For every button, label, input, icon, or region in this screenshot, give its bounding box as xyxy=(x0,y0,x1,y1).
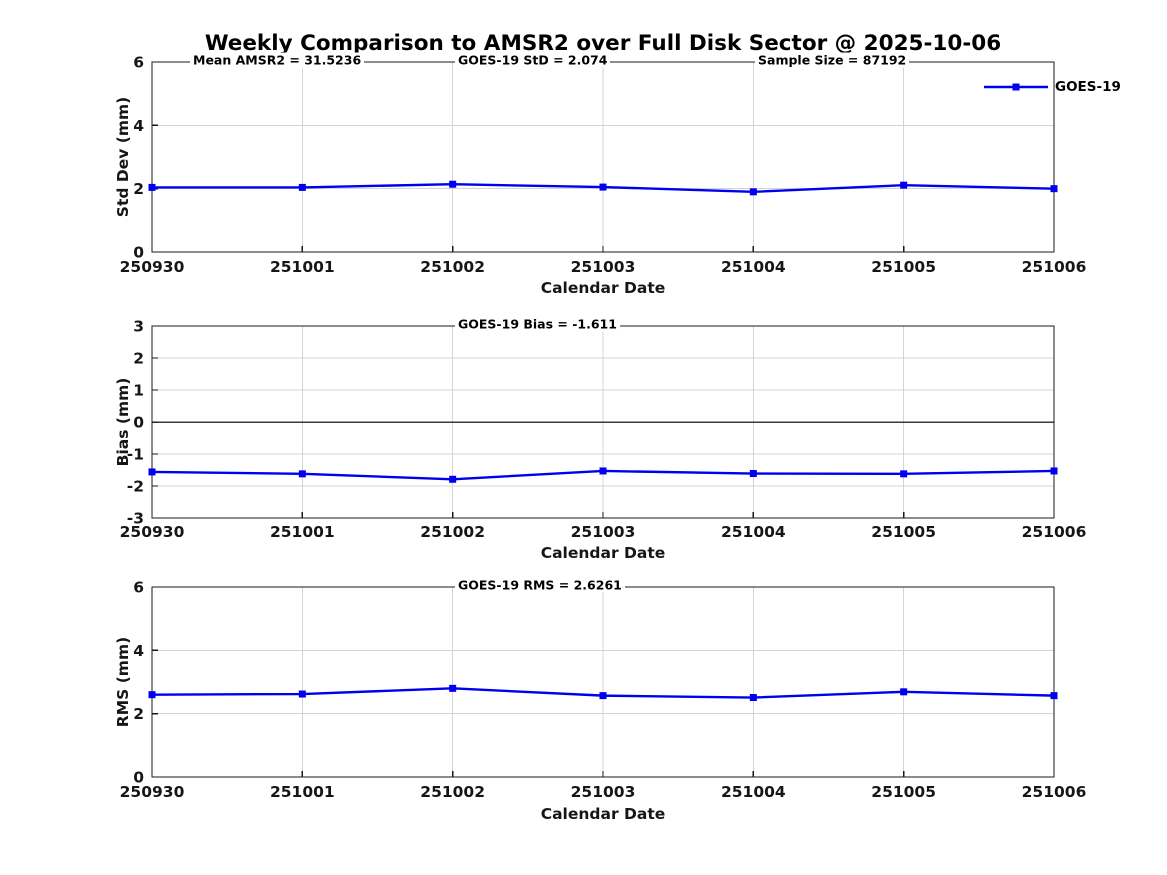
legend-marker xyxy=(1012,83,1020,91)
y-tick-label: 0 xyxy=(133,414,144,432)
y-tick-label: 0 xyxy=(133,769,144,787)
ylabel-std-dev: Std Dev (mm) xyxy=(114,96,132,218)
x-tick-label: 251003 xyxy=(571,523,636,541)
data-point-marker xyxy=(298,470,306,478)
data-point-marker xyxy=(1050,467,1058,475)
data-point-marker xyxy=(148,691,156,699)
panel-std-dev-annotation-0: Mean AMSR2 = 31.5236 xyxy=(190,52,365,68)
data-point-marker xyxy=(449,684,457,692)
x-tick-label: 251006 xyxy=(1022,258,1087,276)
x-tick-label: 251004 xyxy=(721,523,786,541)
x-tick-label: 251006 xyxy=(1022,523,1087,541)
data-point-marker xyxy=(749,188,757,196)
y-tick-label: 1 xyxy=(133,382,144,400)
xlabel-bias: Calendar Date xyxy=(540,544,666,562)
x-tick-label: 251004 xyxy=(721,258,786,276)
y-tick-label: 2 xyxy=(133,180,144,198)
figure-title: Weekly Comparison to AMSR2 over Full Dis… xyxy=(204,31,1002,56)
data-point-marker xyxy=(900,470,908,478)
data-point-marker xyxy=(749,470,757,478)
panel-std-dev-annotation-1: GOES-19 StD = 2.074 xyxy=(455,52,611,68)
xlabel-rms: Calendar Date xyxy=(540,805,666,823)
data-point-marker xyxy=(1050,692,1058,700)
y-tick-label: 6 xyxy=(133,54,144,72)
data-point-marker xyxy=(148,468,156,476)
panel-bias: 250930 251001 251002 251003 251004 251005 2510… xyxy=(120,318,1087,542)
legend-line-marker-swatch xyxy=(984,83,1048,91)
y-tick-label: 2 xyxy=(133,350,144,368)
data-point-marker xyxy=(749,694,757,702)
data-point-marker xyxy=(449,475,457,483)
x-tick-label: 251005 xyxy=(871,783,936,801)
data-point-marker xyxy=(148,183,156,191)
y-tick-label: 4 xyxy=(133,642,144,660)
panel-bias-annotation-0: GOES-19 Bias = -1.611 xyxy=(455,316,620,332)
x-tick-label: 251002 xyxy=(420,523,485,541)
data-point-marker xyxy=(298,183,306,191)
x-tick-label: 251002 xyxy=(420,783,485,801)
data-point-marker xyxy=(599,692,607,700)
data-point-marker xyxy=(599,467,607,475)
data-point-marker xyxy=(599,183,607,191)
data-point-marker xyxy=(1050,185,1058,193)
panel-std-dev: 250930 251001 251002 251003 251004 251005 2510… xyxy=(120,54,1087,277)
data-point-marker xyxy=(449,180,457,188)
x-tick-label: 251001 xyxy=(270,783,335,801)
y-tick-label: -2 xyxy=(127,478,144,496)
legend-label: GOES-19 xyxy=(1055,79,1121,95)
y-tick-label: 3 xyxy=(133,318,144,336)
panel-rms-annotation-0: GOES-19 RMS = 2.6261 xyxy=(455,577,625,593)
x-tick-label: 251003 xyxy=(571,258,636,276)
x-tick-label: 251006 xyxy=(1022,783,1087,801)
x-tick-label: 251002 xyxy=(420,258,485,276)
panel-rms: 250930 251001 251002 251003 251004 251005 2510… xyxy=(120,579,1087,802)
data-point-marker xyxy=(298,690,306,698)
y-tick-label: -3 xyxy=(127,510,144,528)
x-tick-label: 251003 xyxy=(571,783,636,801)
legend: GOES-19 xyxy=(984,79,1121,95)
y-tick-label: 4 xyxy=(133,117,144,135)
x-tick-label: 250930 xyxy=(120,783,185,801)
ylabel-bias: Bias (mm) xyxy=(114,377,132,467)
y-tick-label: 6 xyxy=(133,579,144,597)
x-tick-label: 251004 xyxy=(721,783,786,801)
x-tick-label: 251001 xyxy=(270,523,335,541)
panel-std-dev-annotation-2: Sample Size = 87192 xyxy=(755,52,910,68)
x-tick-label: 250930 xyxy=(120,523,185,541)
xlabel-std-dev: Calendar Date xyxy=(540,279,666,297)
x-tick-label: 251005 xyxy=(871,258,936,276)
y-tick-label: -1 xyxy=(127,446,144,464)
y-tick-label: 0 xyxy=(133,244,144,262)
data-point-marker xyxy=(900,688,908,696)
x-tick-label: 251001 xyxy=(270,258,335,276)
ylabel-rms: RMS (mm) xyxy=(114,636,132,728)
data-point-marker xyxy=(900,181,908,189)
x-tick-label: 251005 xyxy=(871,523,936,541)
y-tick-label: 2 xyxy=(133,705,144,723)
x-tick-label: 250930 xyxy=(120,258,185,276)
